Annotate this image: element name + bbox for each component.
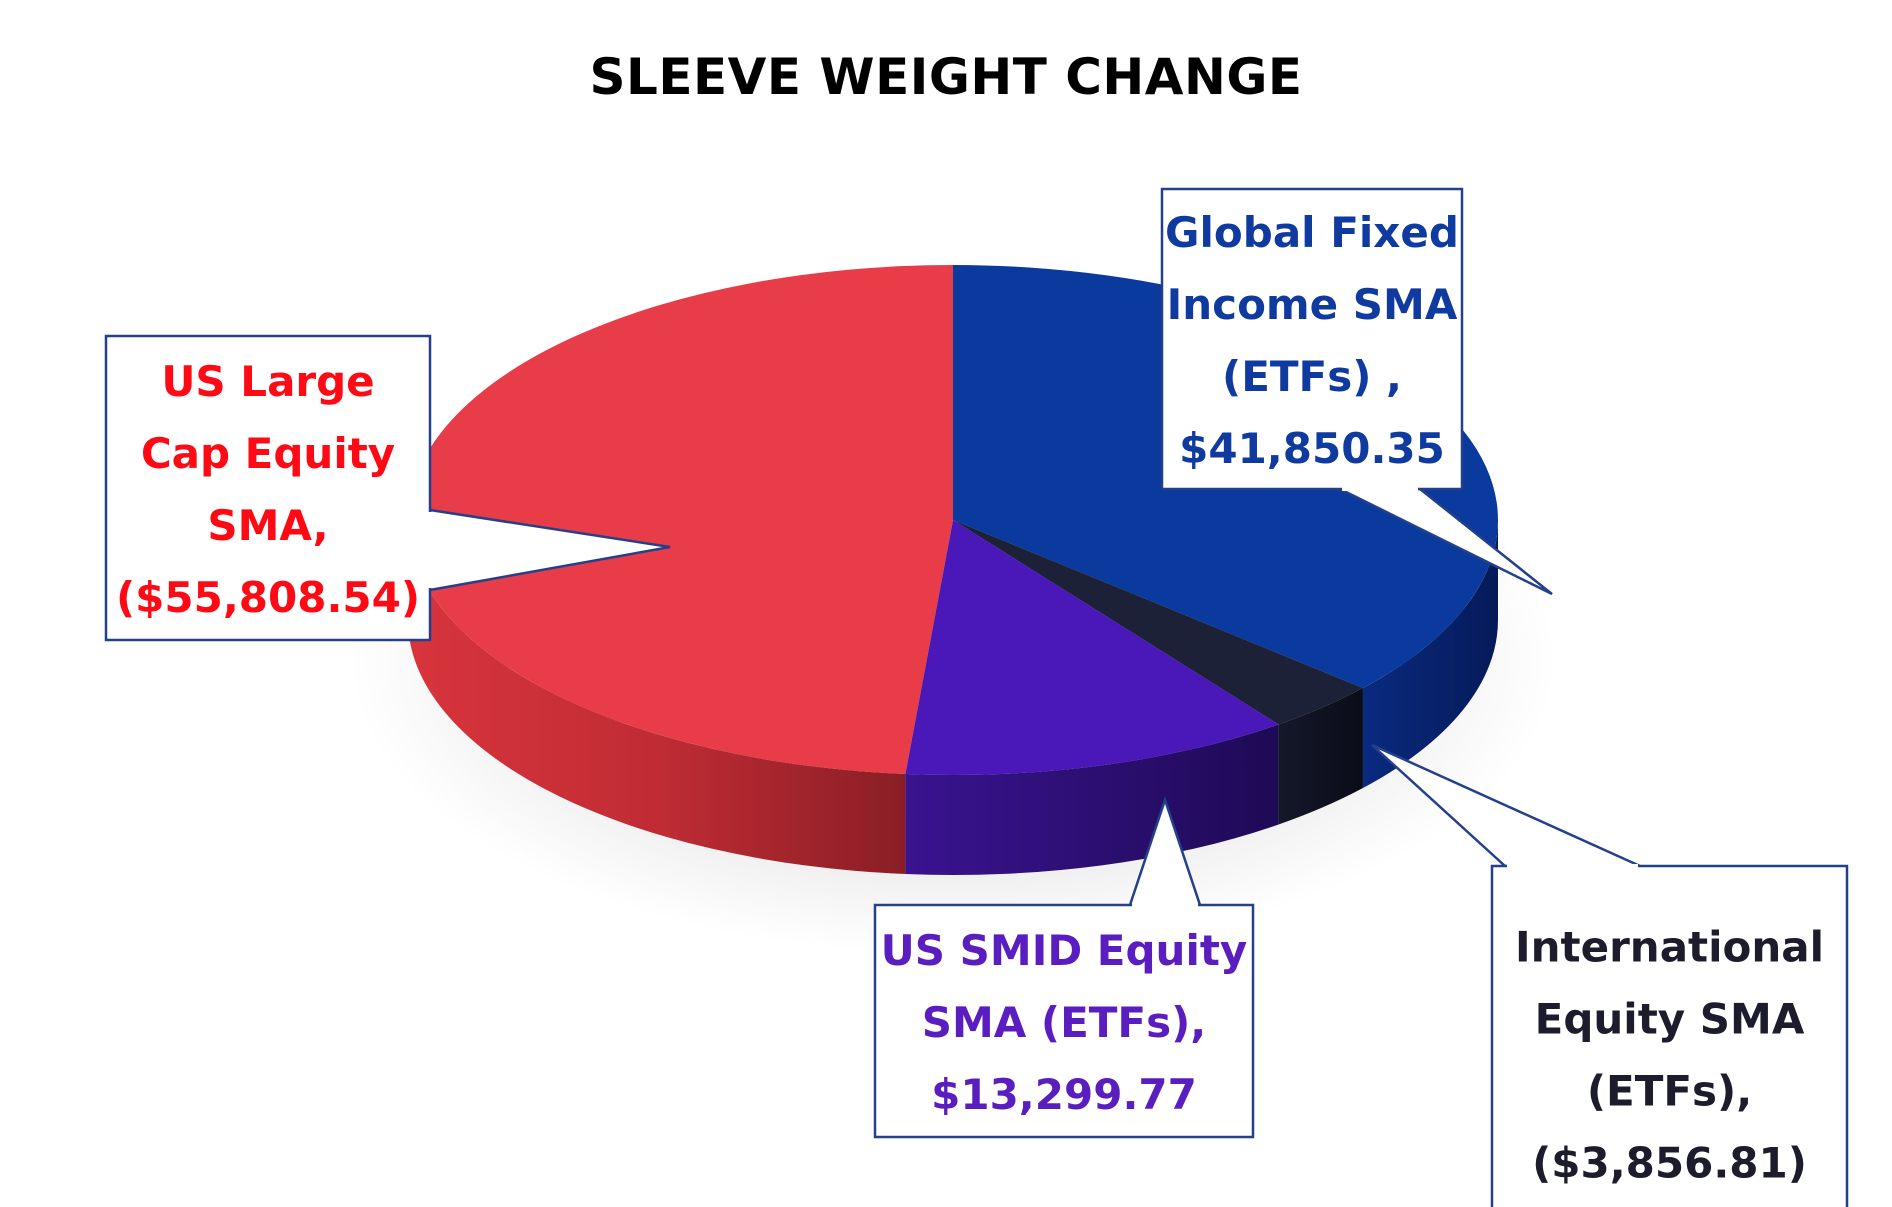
- callout-label-line: $13,299.77: [931, 1070, 1197, 1119]
- slice-wall-0: [1362, 520, 1498, 789]
- slice-wall-3: [408, 520, 906, 875]
- slice-1: [953, 520, 1363, 725]
- callouts: Global Fixed Income SMA (ETFs) , $41,850.35…: [104, 187, 1849, 1207]
- callout-label-line: ($3,856.81): [1532, 1138, 1807, 1187]
- callout-label-line: Income SMA: [1167, 280, 1458, 329]
- callout-2: US SMID Equity SMA (ETFs), $13,299.77: [873, 796, 1255, 1139]
- callout-label-line: ($55,808.54): [116, 573, 420, 622]
- callout-label-line: Cap Equity: [141, 429, 395, 478]
- callout-label-line: SMA,: [207, 501, 328, 550]
- callout-label-line: SMA (ETFs),: [922, 998, 1207, 1047]
- callout-box: [1490, 864, 1849, 1207]
- slice-3: [407, 265, 954, 775]
- callout-label-line: US Large: [161, 357, 374, 406]
- callout-box: [1160, 187, 1464, 491]
- callout-label-line: (ETFs),: [1587, 1066, 1752, 1115]
- slice-wall-1: [1278, 688, 1363, 825]
- pie-slices: [348, 265, 1558, 955]
- callout-label-line: International: [1515, 922, 1824, 971]
- callout-0: Global Fixed Income SMA (ETFs) , $41,850.35: [1160, 187, 1553, 596]
- callout-1: International Equity SMA (ETFs), ($3,856.81…: [1371, 743, 1849, 1207]
- callout-label-line: (ETFs) ,: [1222, 352, 1402, 401]
- callout-label-line: US SMID Equity: [881, 926, 1248, 975]
- callout-label-line: Global Fixed: [1165, 208, 1459, 257]
- callout-box: [873, 903, 1255, 1139]
- callout-box: [104, 334, 432, 642]
- slice-wall-2: [905, 724, 1279, 875]
- slice-2: [905, 520, 1279, 775]
- chart-title: SLEEVE WEIGHT CHANGE: [589, 48, 1303, 106]
- callout-label-line: $41,850.35: [1179, 424, 1445, 473]
- callout-3: US Large Cap Equity SMA, ($55,808.54): [104, 334, 671, 642]
- callout-label-line: Equity SMA: [1535, 994, 1805, 1043]
